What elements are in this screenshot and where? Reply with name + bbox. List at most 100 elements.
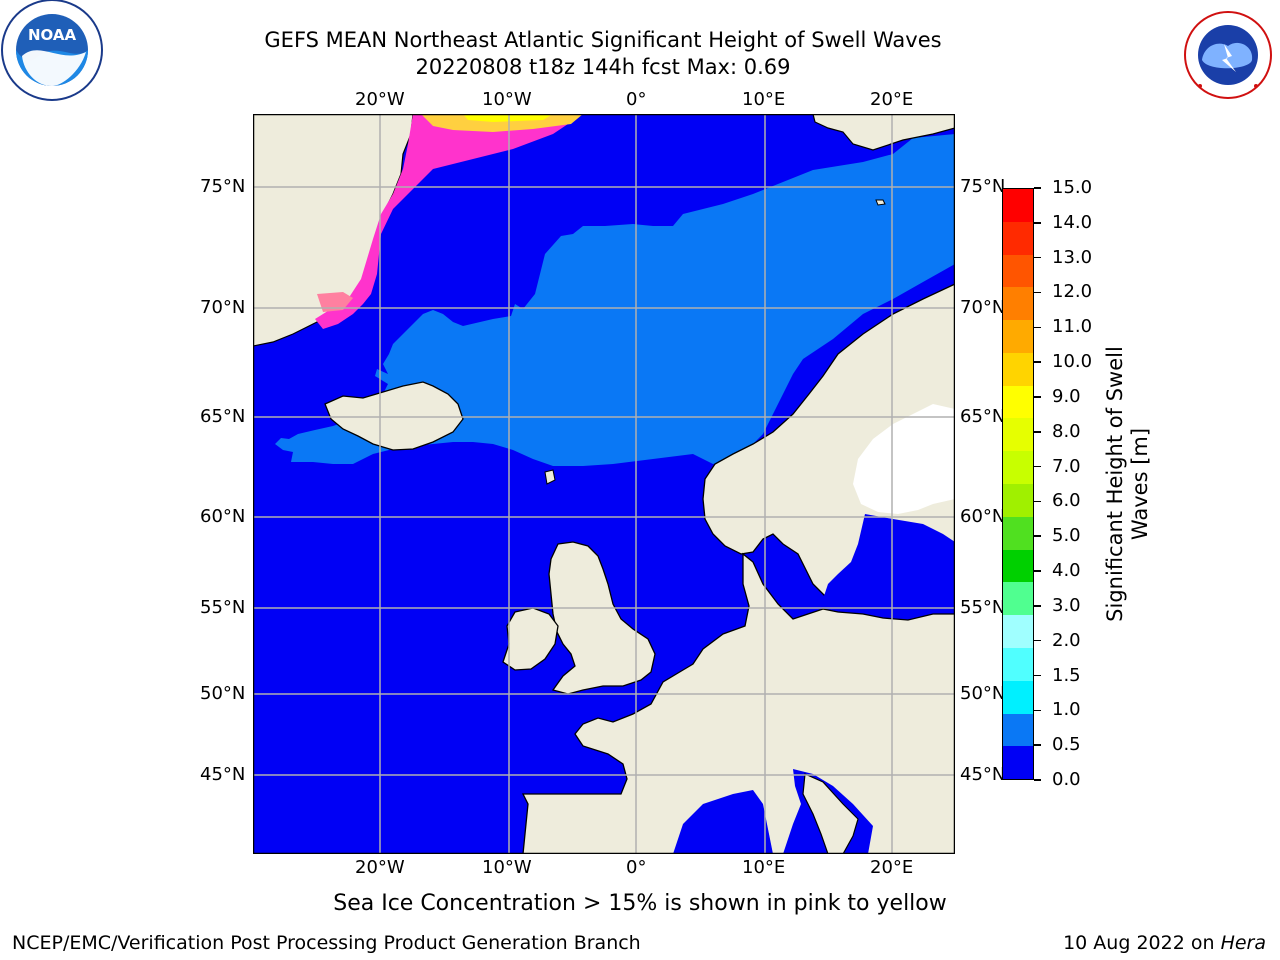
colorbar-tick-mark [1034, 500, 1041, 503]
chart-title: GEFS MEAN Northeast Atlantic Significant… [264, 28, 942, 52]
sea-ice-note: Sea Ice Concentration > 15% is shown in … [333, 891, 947, 916]
colorbar-band [1003, 451, 1033, 485]
iceland [324, 381, 464, 451]
colorbar-band [1003, 647, 1033, 681]
nws-logo [1180, 10, 1276, 100]
lat-label-left: 75°N [200, 176, 246, 197]
colorbar-band [1003, 287, 1033, 321]
colorbar-tick-mark [1034, 361, 1041, 363]
faroe-islands [544, 469, 556, 485]
colorbar-tick-mark [1034, 431, 1041, 433]
colorbar-band [1003, 385, 1033, 419]
colorbar-tick-mark [1034, 396, 1041, 398]
colorbar-band [1003, 746, 1033, 780]
colorbar-tick-mark [1034, 639, 1041, 642]
colorbar-tick-mark [1034, 187, 1041, 189]
colorbar-tick-mark [1034, 326, 1041, 329]
colorbar-band [1003, 189, 1033, 222]
continental-europe [521, 552, 955, 854]
colorbar-tick-label: 14.0 [1052, 211, 1093, 233]
colorbar-tick-mark [1034, 256, 1041, 259]
lon-label-top: 20°W [355, 89, 405, 110]
colorbar-tick-mark [1034, 291, 1041, 294]
lat-label-left: 50°N [200, 683, 246, 704]
colorbar-tick-label: 6.0 [1052, 490, 1081, 512]
colorbar-tick-mark [1034, 709, 1041, 712]
baltic-sea [823, 514, 955, 614]
lat-label-left: 45°N [200, 764, 246, 785]
colorbar-tick-mark [1034, 779, 1041, 781]
chart-subtitle: 20220808 t18z 144h fcst Max: 0.69 [415, 55, 791, 79]
footer-branch: NCEP/EMC/Verification Post Processing Pr… [12, 932, 641, 954]
colorbar-tick-label: 1.5 [1052, 664, 1081, 686]
lat-label-right: 60°N [960, 506, 1006, 527]
colorbar-band [1003, 615, 1033, 648]
lat-label-right: 55°N [960, 597, 1006, 618]
mediterranean-sea [673, 790, 773, 854]
colorbar-band [1003, 484, 1033, 517]
colorbar-tick-labels: 15.0 14.0 13.0 12.0 11.0 10.0 9.0 8.0 7.0 6.0 5.0 4… [1034, 178, 1104, 790]
colorbar-tick-label: 1.0 [1052, 699, 1081, 721]
swell-patch [625, 256, 641, 266]
colorbar-band [1003, 713, 1033, 747]
colorbar-tick-mark [1034, 535, 1041, 537]
swell-patch [613, 242, 623, 256]
colorbar-tick-label: 4.0 [1052, 560, 1081, 582]
lon-label-bottom: 10°E [742, 857, 786, 878]
colorbar-band [1003, 680, 1033, 714]
footer-date: 10 Aug 2022 on Hera [1063, 932, 1266, 954]
colorbar-band [1003, 516, 1033, 550]
lat-label-right: 75°N [960, 176, 1006, 197]
swell-zone-0-5-to-1-0 [275, 134, 955, 466]
lon-label-top: 20°E [870, 89, 914, 110]
colorbar-tick-mark [1034, 744, 1041, 746]
colorbar-tick-label: 11.0 [1052, 316, 1093, 338]
gulf-of-bothnia [853, 404, 955, 514]
colorbar-tick-label: 7.0 [1052, 455, 1081, 477]
lat-label-left: 60°N [200, 506, 246, 527]
colorbar [1002, 188, 1034, 780]
sea-ice-mid [317, 292, 353, 312]
lon-label-top: 10°E [742, 89, 786, 110]
footer-machine: Hera [1220, 932, 1266, 954]
colorbar-tick-label: 12.0 [1052, 281, 1093, 303]
lon-label-bottom: 0° [626, 857, 647, 878]
colorbar-tick-mark [1034, 465, 1041, 468]
lat-label-left: 65°N [200, 406, 246, 427]
noaa-logo: NOAA [0, 0, 104, 104]
colorbar-band [1003, 418, 1033, 452]
colorbar-tick-label: 3.0 [1052, 594, 1081, 616]
colorbar-tick-label: 8.0 [1052, 420, 1081, 442]
map-svg [252, 113, 956, 855]
lon-label-top: 10°W [482, 89, 532, 110]
map-frame [252, 113, 956, 855]
colorbar-tick-label: 9.0 [1052, 385, 1081, 407]
lat-label-left: 70°N [200, 297, 246, 318]
lon-label-top: 0° [626, 89, 647, 110]
footer-date-text: 10 Aug 2022 on [1063, 932, 1215, 954]
italy [802, 773, 859, 854]
colorbar-tick-mark [1034, 674, 1041, 677]
sea-ice-max [463, 114, 553, 122]
colorbar-band [1003, 549, 1033, 583]
colorbar-tick-label: 2.0 [1052, 629, 1081, 651]
lat-label-left: 55°N [200, 597, 246, 618]
colorbar-tick-label: 15.0 [1052, 177, 1093, 198]
colorbar-band [1003, 352, 1033, 386]
colorbar-band [1003, 221, 1033, 255]
lat-label-right: 45°N [960, 764, 1006, 785]
colorbar-tick-label: 5.0 [1052, 525, 1081, 547]
colorbar-tick-label: 13.0 [1052, 246, 1093, 268]
colorbar-tick-label: 0.5 [1052, 734, 1081, 756]
colorbar-tick-label: 10.0 [1052, 351, 1093, 373]
bear-island [875, 199, 886, 206]
lat-label-right: 65°N [960, 406, 1006, 427]
graticule [253, 114, 955, 854]
svalbard [812, 114, 955, 151]
lat-label-right: 50°N [960, 683, 1006, 704]
colorbar-band [1003, 320, 1033, 353]
lon-label-bottom: 20°E [870, 857, 914, 878]
colorbar-tick-mark [1034, 222, 1041, 224]
colorbar-tick-label: 0.0 [1052, 769, 1081, 790]
lon-label-bottom: 20°W [355, 857, 405, 878]
